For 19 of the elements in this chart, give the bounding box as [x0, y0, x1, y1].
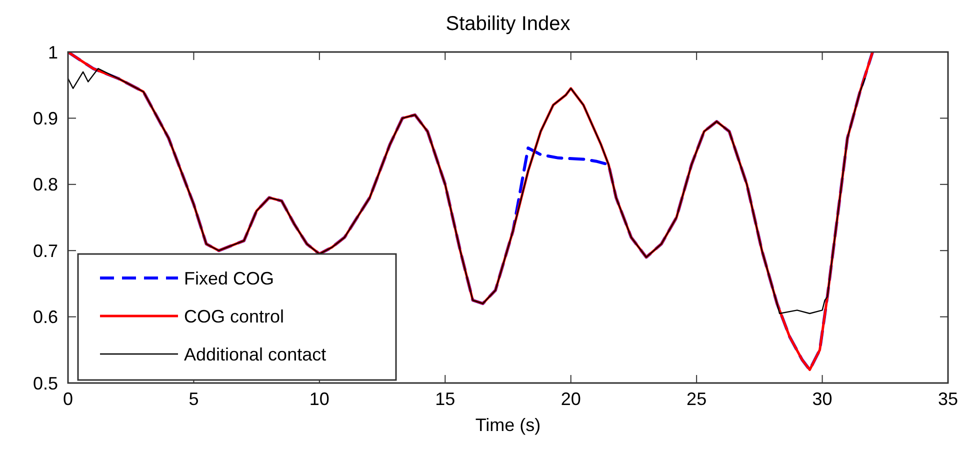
y-tick-label: 0.5 — [32, 373, 58, 394]
x-tick-label: 15 — [435, 389, 456, 409]
legend-label: Additional contact — [184, 344, 326, 364]
y-tick-label: 1 — [48, 42, 58, 62]
y-tick-label: 0.9 — [32, 108, 58, 128]
y-tick-label: 0.7 — [32, 240, 58, 261]
x-axis-title: Time (s) — [475, 415, 541, 435]
chart-title: Stability Index — [446, 13, 570, 35]
legend-label: Fixed COG — [184, 268, 274, 288]
x-tick-label: 10 — [309, 389, 330, 409]
x-tick-label: 0 — [62, 389, 74, 409]
y-tick-label: 0.6 — [32, 307, 58, 328]
x-tick-label: 25 — [686, 389, 707, 409]
legend-label: COG control — [184, 306, 284, 326]
y-tick-label: 0.8 — [32, 174, 58, 195]
x-tick-label: 30 — [812, 389, 832, 409]
x-tick-label: 20 — [560, 389, 581, 409]
x-tick-label: 5 — [188, 389, 199, 409]
x-tick-label: 35 — [938, 389, 958, 409]
